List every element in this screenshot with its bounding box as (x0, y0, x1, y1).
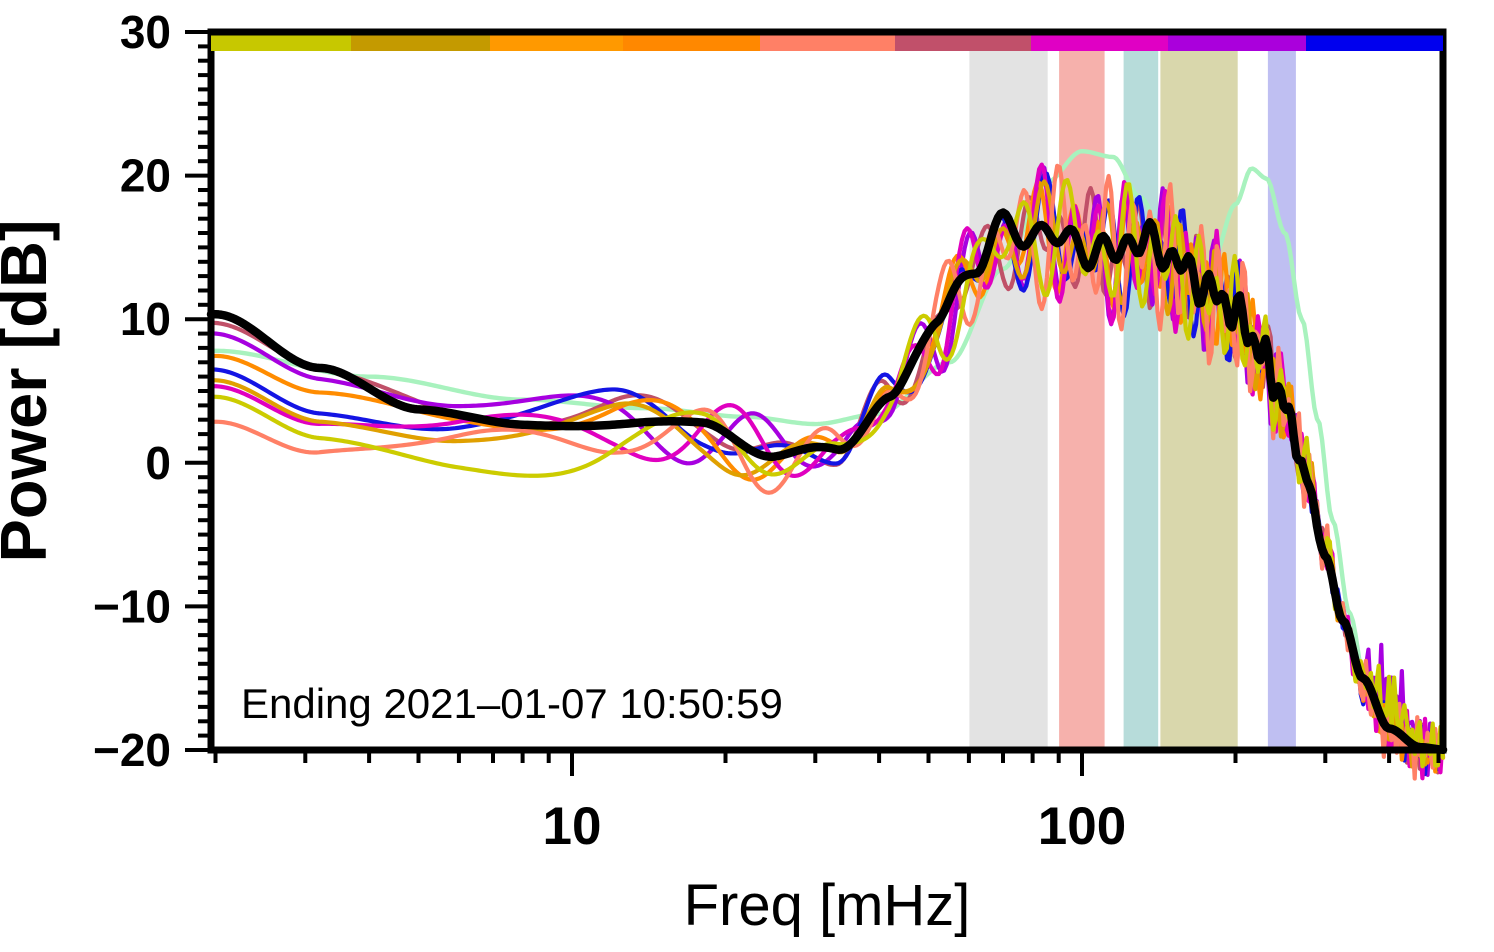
svg-text:20: 20 (120, 150, 171, 202)
svg-text:Ending 2021–01‐07 10:50:59: Ending 2021–01‐07 10:50:59 (241, 680, 783, 727)
svg-text:−10: −10 (93, 580, 171, 632)
svg-text:100: 100 (1038, 797, 1126, 856)
svg-text:0: 0 (145, 437, 171, 489)
svg-text:10: 10 (543, 797, 602, 856)
svg-text:Power [dB]: Power [dB] (0, 219, 60, 562)
svg-text:−20: −20 (93, 724, 171, 776)
svg-text:Freq [mHz]: Freq [mHz] (684, 873, 971, 938)
svg-text:30: 30 (120, 6, 171, 58)
svg-text:10: 10 (120, 293, 171, 345)
